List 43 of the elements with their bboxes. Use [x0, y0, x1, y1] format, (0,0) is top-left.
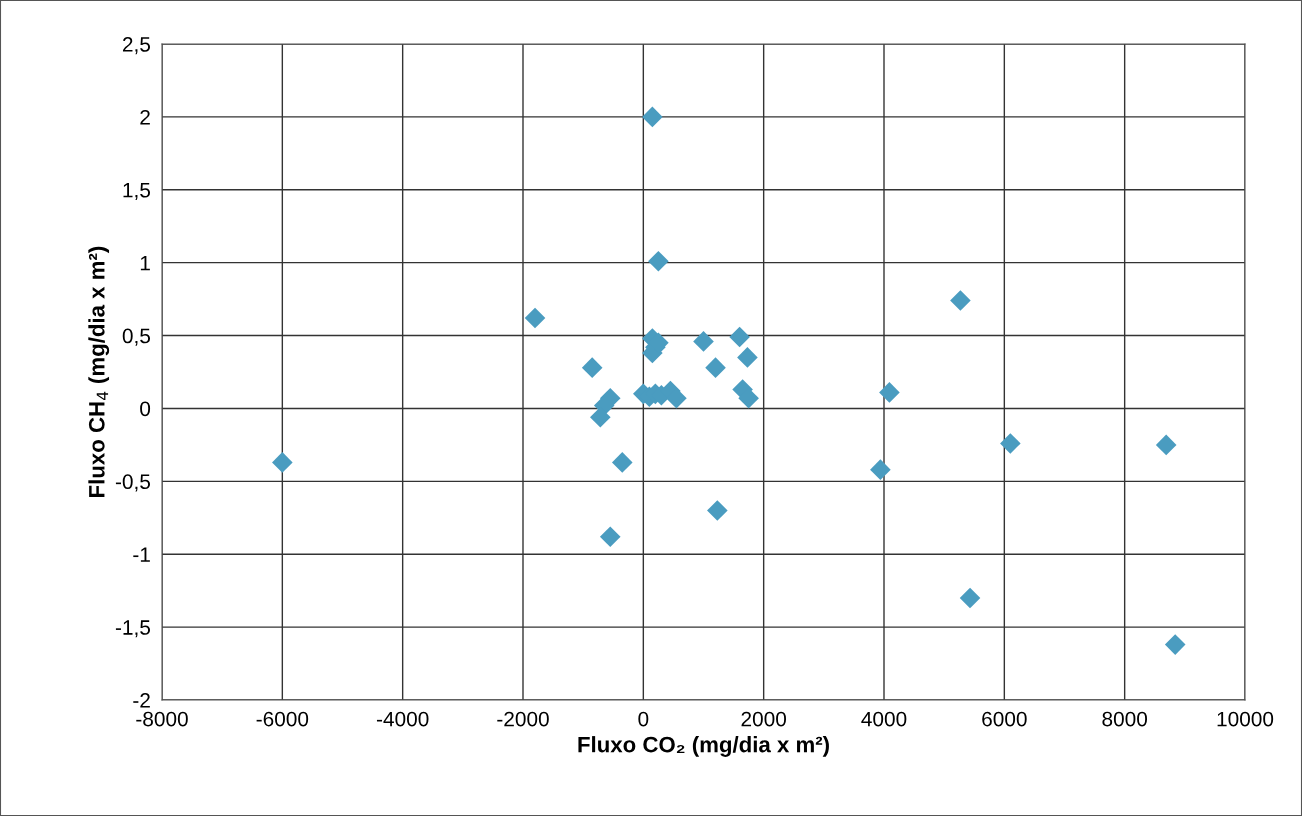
- x-tick-label: 6000: [982, 711, 1027, 727]
- y-tick-label: -0,5: [115, 474, 151, 492]
- point: [870, 459, 891, 480]
- point: [729, 326, 750, 348]
- point: [648, 250, 669, 272]
- point: [879, 382, 900, 403]
- y-tick-label: 2: [140, 109, 150, 125]
- y-tick-label: -1,5: [115, 620, 151, 638]
- x-tick-label: -4000: [376, 711, 429, 727]
- x-tick-label: -2000: [497, 711, 549, 727]
- point: [1155, 434, 1177, 456]
- point: [707, 500, 728, 521]
- y-tick-label: 0: [140, 401, 151, 417]
- point: [599, 526, 621, 548]
- y-tick-label: 0,5: [122, 328, 151, 346]
- point: [737, 347, 758, 368]
- y-axis-title: Fluxo CH$_{4}$ (mg/dia x m²): [88, 246, 110, 497]
- point: [524, 307, 546, 329]
- point: [581, 357, 603, 378]
- x-tick-label: -6000: [256, 711, 309, 727]
- x-axis-title: Fluxo CO₂ (mg/dia x m²): [578, 736, 829, 757]
- x-tick-label: -8000: [136, 711, 188, 727]
- x-tick-label: 10000: [1217, 711, 1274, 727]
- y-tick-label: 1: [140, 255, 150, 271]
- point: [1164, 634, 1186, 655]
- y-tick-label: -1: [133, 547, 150, 562]
- point: [642, 106, 663, 128]
- y-tick-label: 2,5: [122, 37, 151, 55]
- x-tick-label: 2000: [741, 711, 787, 727]
- point: [272, 452, 293, 473]
- x-tick-label: 4000: [861, 711, 907, 727]
- x-tick-label: 8000: [1102, 711, 1148, 727]
- point: [693, 331, 714, 352]
- y-tick-label: -2: [133, 693, 150, 708]
- point: [738, 387, 759, 409]
- point: [959, 587, 981, 609]
- point: [590, 406, 611, 428]
- point: [950, 290, 971, 311]
- point: [611, 452, 633, 473]
- point: [1000, 433, 1021, 454]
- y-tick-label: 1,5: [123, 182, 151, 200]
- x-tick-label: 0: [638, 711, 649, 727]
- point: [705, 357, 726, 378]
